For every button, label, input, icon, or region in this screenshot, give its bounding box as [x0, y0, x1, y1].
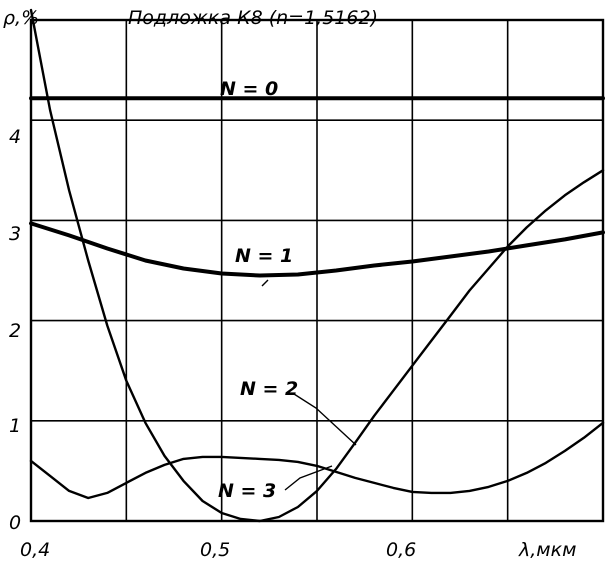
y-tick-label-2: 2 [9, 320, 21, 342]
x-tick-label-2: 0,6 [386, 539, 416, 561]
leader-n3 [284, 465, 333, 491]
chart-title: Подложка К8 (n=1,5162) [128, 7, 378, 29]
series-line-n2 [29, 8, 605, 523]
series-label-n2: N = 2 [240, 378, 298, 400]
x-axis-label: λ,мкм [518, 539, 576, 561]
y-tick-label-3: 3 [9, 223, 21, 245]
x-tick-label-0: 0,4 [20, 539, 50, 561]
leader-n2 [293, 393, 357, 446]
series-line-n3 [29, 421, 605, 500]
series-label-n1: N = 1 [235, 245, 293, 267]
curves [29, 8, 605, 523]
leader-n1 [261, 279, 269, 287]
series-line-n1 [29, 221, 605, 278]
plot-frame [29, 18, 605, 523]
y-tick-label-0: 0 [9, 512, 21, 534]
x-tick-label-1: 0,5 [200, 539, 230, 561]
series-label-n0: N = 0 [220, 78, 278, 100]
y-tick-label-1: 1 [9, 415, 21, 437]
grid [31, 20, 603, 521]
y-tick-label-4: 4 [9, 126, 21, 148]
y-axis-label: ρ,% [3, 7, 39, 29]
series-label-n3: N = 3 [218, 480, 276, 502]
label-leaders [261, 279, 357, 491]
